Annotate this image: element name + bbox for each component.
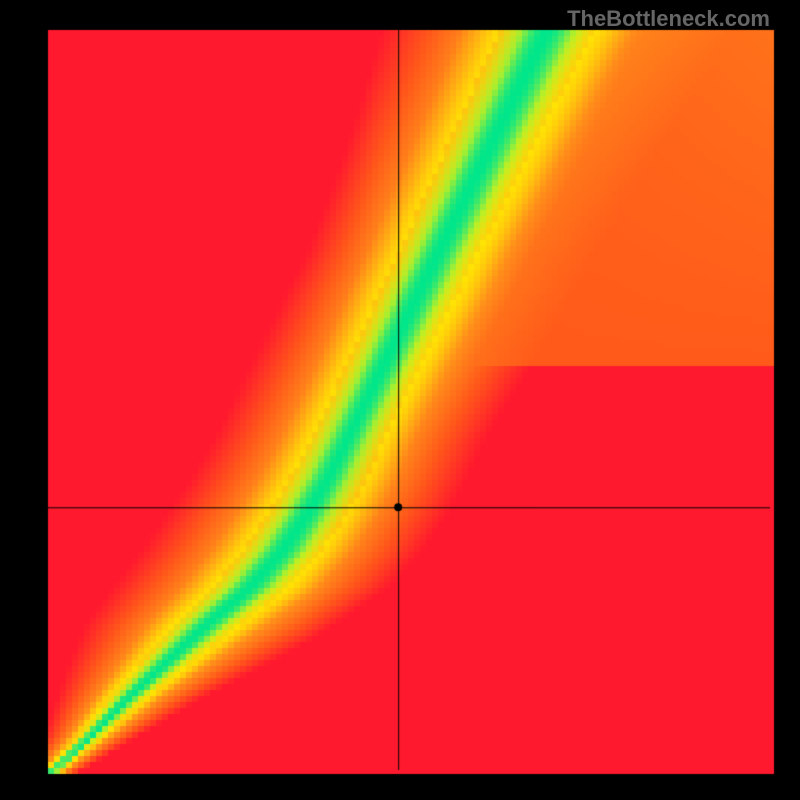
heatmap-canvas	[0, 0, 800, 800]
watermark-text: TheBottleneck.com	[567, 6, 770, 32]
chart-container: TheBottleneck.com	[0, 0, 800, 800]
